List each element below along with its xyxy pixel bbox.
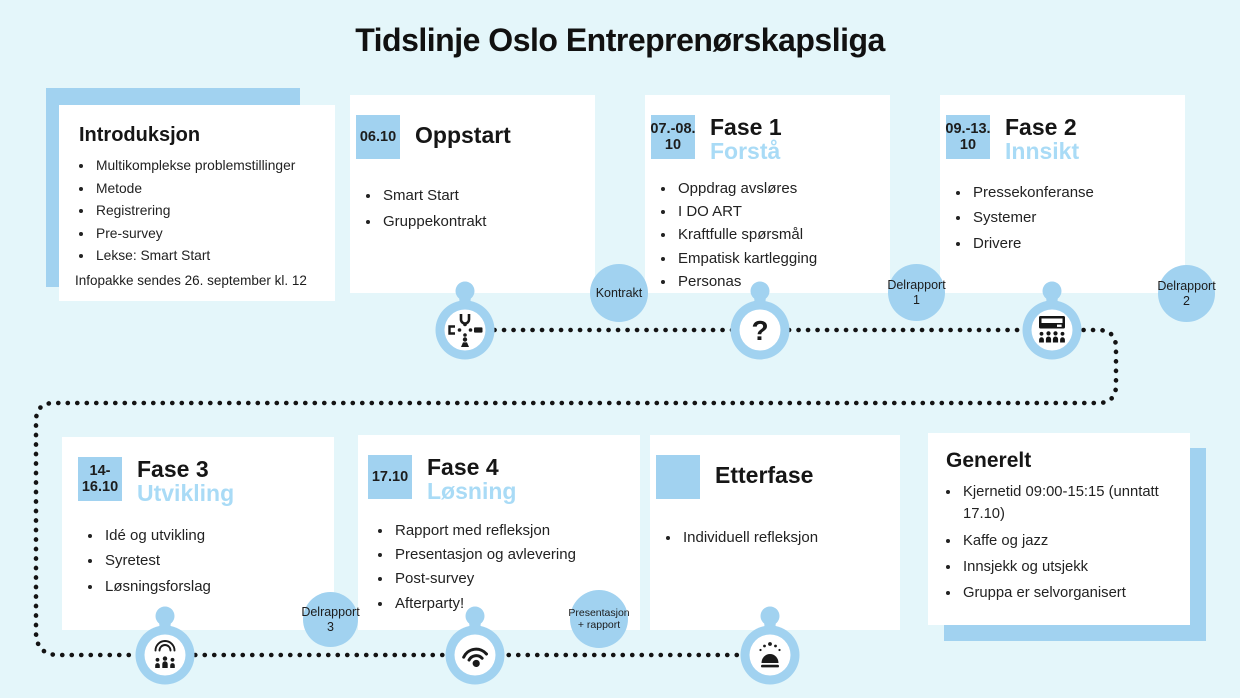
list-item: Smart Start	[381, 183, 595, 209]
timeline-marker-fase4	[443, 604, 507, 688]
list-item: Idé og utvikling	[103, 523, 334, 549]
badge-kontrakt: Kontrakt	[590, 264, 648, 322]
date-badge-fase3: 14- 16.10	[78, 457, 122, 501]
badge-delrapport-1: Delrapport 1	[887, 264, 946, 321]
badge-label: Delrapport 2	[1157, 279, 1216, 308]
card-oppstart: 06.10 Oppstart Smart Start Gruppekontrak…	[350, 95, 595, 293]
badge-label: Delrapport 3	[301, 605, 360, 634]
list-item: Kraftfulle spørsmål	[676, 223, 890, 246]
generelt-list: Kjernetid 09:00-15:15 (unntatt 17.10) Ka…	[928, 481, 1190, 604]
card-title: Fase 4	[427, 454, 499, 480]
card-title: Introduksjon	[79, 124, 201, 146]
date-text: 10	[664, 137, 682, 153]
intro-footer-note: Infopakke sendes 26. september kl. 12	[75, 273, 307, 288]
list-item: Pressekonferanse	[971, 180, 1185, 206]
list-item: Pre-survey	[94, 223, 335, 245]
list-item: Rapport med refleksjon	[393, 519, 640, 543]
date-badge-fase2: 09.-13. 10	[945, 115, 991, 159]
date-text: 09.-13.	[945, 120, 991, 137]
card-introduksjon: Introduksjon Multikomplekse problemstill…	[59, 105, 335, 301]
badge-delrapport-3: Delrapport 3	[301, 592, 360, 647]
etterfase-list: Individuell refleksjon	[650, 525, 900, 551]
list-item: I DO ART	[676, 200, 890, 223]
bell-icon	[759, 642, 781, 668]
card-title: Fase 3	[137, 456, 209, 482]
list-item: Gruppekontrakt	[381, 209, 595, 235]
card-fase2: 09.-13. 10 Fase 2 Innsikt Pressekonferan…	[940, 95, 1185, 293]
broadcast-people-icon	[154, 640, 176, 668]
badge-label: Kontrakt	[595, 285, 643, 300]
badge-label: Delrapport 1	[887, 278, 946, 307]
fase1-list: Oppdrag avsløres I DO ART Kraftfulle spø…	[645, 177, 890, 293]
timeline-marker-fase2	[1020, 279, 1084, 363]
list-item: Systemer	[971, 205, 1185, 231]
badge-presentasjon-rapport: Presentasjon + rapport	[568, 590, 630, 648]
card-fase1: 07.-08. 10 Fase 1 Forstå Oppdrag avsløre…	[645, 95, 890, 293]
list-item: Metode	[94, 178, 335, 200]
list-item: Oppdrag avsløres	[676, 177, 890, 200]
card-generelt: Generelt Kjernetid 09:00-15:15 (unntatt …	[928, 433, 1190, 625]
date-text: 17.10	[371, 468, 409, 485]
badge-delrapport-2: Delrapport 2	[1157, 265, 1216, 322]
date-text: 16.10	[81, 479, 119, 495]
fase3-list: Idé og utvikling Syretest Løsningsforsla…	[62, 523, 334, 600]
date-text: 14-	[89, 462, 111, 479]
date-badge-fase4: 17.10	[368, 455, 412, 499]
timeline-marker-oppstart	[433, 279, 497, 363]
card-subtitle: Løsning	[427, 478, 517, 505]
question-mark-icon: ?	[751, 315, 768, 346]
fase4-list: Rapport med refleksjon Presentasjon og a…	[358, 519, 640, 616]
list-item: Presentasjon og avlevering	[393, 543, 640, 567]
list-item: Registrering	[94, 200, 335, 222]
date-badge-fase1: 07.-08. 10	[650, 115, 696, 159]
list-item: Kaffe og jazz	[961, 530, 1190, 552]
page-title: Tidslinje Oslo Entreprenørskapsliga	[355, 22, 885, 58]
list-item: Post-survey	[393, 567, 640, 591]
date-badge-etterfase-empty	[656, 455, 700, 499]
list-item: Kjernetid 09:00-15:15 (unntatt 17.10)	[961, 481, 1190, 525]
list-item: Empatisk kartlegging	[676, 247, 890, 270]
workshop-table-icon	[448, 314, 483, 347]
card-etterfase: Etterfase Individuell refleksjon	[650, 435, 900, 630]
date-text: 10	[959, 137, 977, 153]
date-text: 07.-08.	[650, 120, 696, 137]
list-item: Personas	[676, 270, 890, 293]
card-subtitle: Forstå	[710, 138, 781, 165]
card-title: Oppstart	[415, 122, 511, 148]
list-item: Løsningsforslag	[103, 574, 334, 600]
timeline-marker-fase1: ?	[728, 279, 792, 363]
card-subtitle: Innsikt	[1005, 138, 1080, 165]
list-item: Drivere	[971, 231, 1185, 257]
card-title: Fase 1	[710, 114, 782, 140]
intro-list: Multikomplekse problemstillinger Metode …	[59, 155, 335, 267]
card-title: Fase 2	[1005, 114, 1077, 140]
list-item: Lekse: Smart Start	[94, 245, 335, 267]
date-badge-oppstart: 06.10	[356, 115, 400, 159]
card-title: Etterfase	[715, 462, 814, 488]
card-fase3: 14- 16.10 Fase 3 Utvikling Idé og utvikl…	[62, 437, 334, 630]
card-title: Generelt	[946, 449, 1032, 472]
card-subtitle: Utvikling	[137, 480, 235, 507]
list-item: Syretest	[103, 548, 334, 574]
wifi-icon	[462, 647, 488, 668]
badge-label: Presentasjon + rapport	[568, 606, 630, 631]
list-item: Individuell refleksjon	[681, 525, 900, 551]
timeline-marker-etterfase	[738, 604, 802, 688]
date-text: 06.10	[359, 128, 397, 145]
fase2-list: Pressekonferanse Systemer Drivere	[940, 180, 1185, 257]
list-item: Afterparty!	[393, 592, 640, 616]
oppstart-list: Smart Start Gruppekontrakt	[350, 183, 595, 234]
press-conference-icon	[1039, 316, 1065, 343]
list-item: Gruppa er selvorganisert	[961, 582, 1190, 604]
list-item: Innsjekk og utsjekk	[961, 556, 1190, 578]
list-item: Multikomplekse problemstillinger	[94, 155, 335, 177]
timeline-marker-fase3	[133, 604, 197, 688]
